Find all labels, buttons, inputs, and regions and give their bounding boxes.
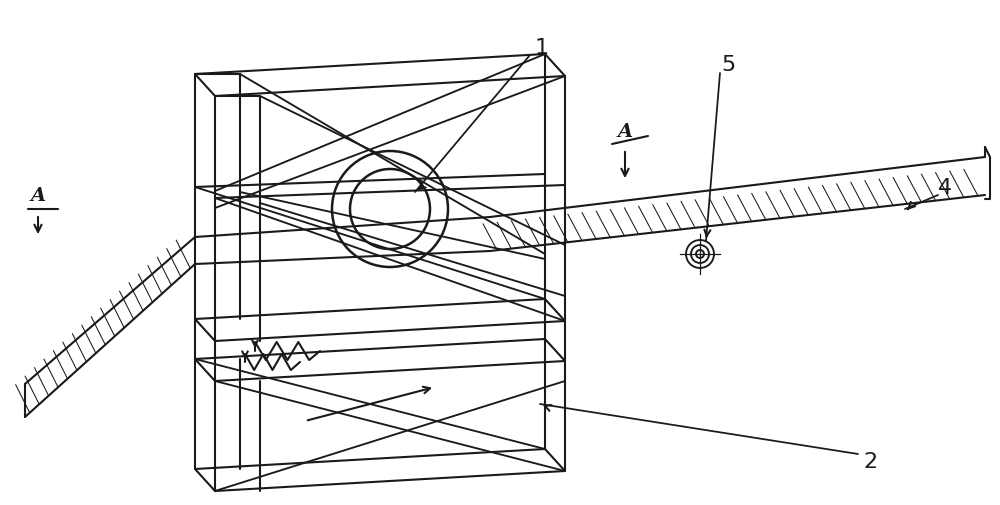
Text: A: A	[617, 123, 633, 141]
Text: 2: 2	[863, 451, 877, 471]
Text: 4: 4	[938, 178, 952, 197]
Text: 5: 5	[721, 55, 735, 75]
Text: A: A	[30, 187, 46, 205]
Text: 1: 1	[535, 38, 549, 58]
